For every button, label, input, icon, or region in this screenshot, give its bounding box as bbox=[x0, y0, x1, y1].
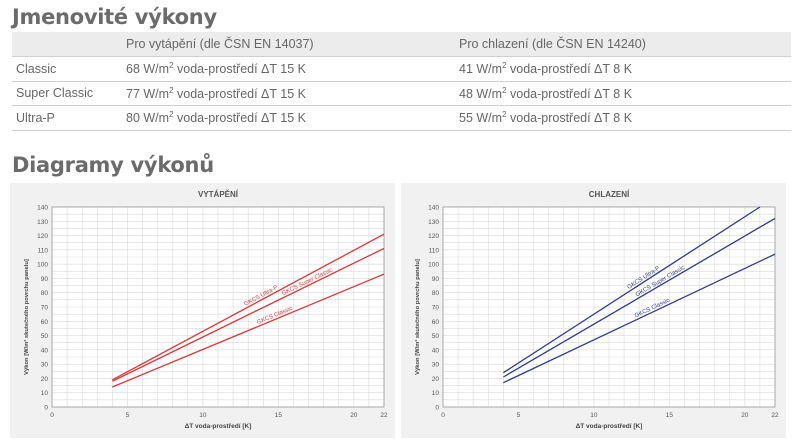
x-tick-label: 5 bbox=[126, 412, 130, 419]
y-tick-label: 60 bbox=[432, 319, 440, 326]
y-tick-label: 100 bbox=[37, 262, 48, 269]
heating-value: 68 W/m2 voda-prostředí ΔT 15 K bbox=[126, 61, 307, 77]
y-tick-label: 10 bbox=[41, 390, 49, 397]
table-header-row: Pro vytápění (dle ČSN EN 14037) Pro chla… bbox=[12, 32, 791, 57]
series-line bbox=[112, 247, 385, 382]
y-tick-label: 110 bbox=[38, 247, 49, 254]
y-tick-label: 100 bbox=[428, 262, 439, 269]
y-tick-label: 30 bbox=[41, 362, 49, 369]
x-tick-label: 22 bbox=[380, 412, 388, 419]
x-tick-label: 10 bbox=[199, 412, 207, 419]
y-axis-label: Výkon [W/m² skutečného povrchu panelu] bbox=[23, 259, 30, 375]
heating-chart: VYTÁPĚNÍ 0 10 20 30 40 50 60 70 80 90 100 110 120 130 1… bbox=[10, 183, 395, 438]
section-title-performance-diagrams: Diagramy výkonů bbox=[12, 153, 214, 177]
y-tick-label: 140 bbox=[428, 205, 439, 212]
row-name: Classic bbox=[16, 61, 57, 76]
x-tick-label: 22 bbox=[771, 412, 779, 419]
series-line bbox=[503, 206, 761, 374]
table-header-heating: Pro vytápění (dle ČSN EN 14037) bbox=[126, 37, 314, 51]
y-tick-label: 120 bbox=[37, 233, 48, 240]
plot-border bbox=[442, 206, 776, 408]
y-tick-label: 0 bbox=[435, 405, 439, 412]
cooling-value: 41 W/m2 voda-prostředí ΔT 8 K bbox=[459, 61, 633, 77]
cooling-value: 55 W/m2 voda-prostředí ΔT 8 K bbox=[459, 110, 633, 126]
nominal-output-table: Pro vytápění (dle ČSN EN 14037) Pro chla… bbox=[12, 32, 791, 131]
y-tick-label: 10 bbox=[432, 390, 440, 397]
y-tick-label: 50 bbox=[41, 333, 49, 340]
y-tick-label: 140 bbox=[37, 205, 48, 212]
series-line bbox=[112, 273, 385, 388]
y-tick-label: 130 bbox=[428, 219, 439, 226]
x-tick-label: 0 bbox=[50, 412, 54, 419]
x-tick-label: 0 bbox=[441, 412, 445, 419]
y-tick-label: 80 bbox=[432, 290, 440, 297]
cooling-chart: CHLAZENÍ 0 10 20 30 40 50 60 70 80 90 100 110 120 130 1… bbox=[401, 183, 786, 438]
x-tick-label: 15 bbox=[666, 412, 674, 419]
cooling-value: 48 W/m2 voda-prostředí ΔT 8 K bbox=[459, 85, 633, 101]
plot-border bbox=[51, 206, 385, 408]
y-tick-label: 20 bbox=[41, 376, 49, 383]
y-tick-label: 70 bbox=[41, 305, 49, 312]
table-row: Ultra-P 80 W/m2 voda-prostředí ΔT 15 K 5… bbox=[12, 106, 791, 130]
chart-title: CHLAZENÍ bbox=[589, 190, 630, 199]
y-tick-label: 130 bbox=[37, 219, 48, 226]
x-tick-label: 15 bbox=[275, 412, 283, 419]
row-name: Super Classic bbox=[16, 86, 94, 101]
x-tick-label: 20 bbox=[350, 412, 358, 419]
y-tick-label: 90 bbox=[432, 276, 440, 283]
y-tick-label: 80 bbox=[41, 290, 49, 297]
heating-chart-svg: VYTÁPĚNÍ01020304050607080901001101201301… bbox=[23, 190, 388, 430]
x-tick-label: 5 bbox=[517, 412, 521, 419]
y-tick-label: 20 bbox=[432, 376, 440, 383]
table-header-cooling: Pro chlazení (dle ČSN EN 14240) bbox=[459, 37, 646, 51]
x-tick-label: 10 bbox=[590, 412, 598, 419]
series-line bbox=[112, 233, 385, 381]
x-axis-label: ΔT voda-prostředí [K] bbox=[185, 423, 252, 430]
y-tick-label: 120 bbox=[428, 233, 439, 240]
y-tick-label: 30 bbox=[432, 362, 440, 369]
y-axis-label: Výkon [W/m² skutečného povrchu panelu] bbox=[414, 259, 421, 375]
row-name: Ultra-P bbox=[16, 110, 55, 125]
table-row: Super Classic 77 W/m2 voda-prostředí ΔT … bbox=[12, 81, 791, 106]
heating-value: 77 W/m2 voda-prostředí ΔT 15 K bbox=[126, 85, 307, 101]
chart-title: VYTÁPĚNÍ bbox=[198, 190, 239, 199]
y-tick-label: 70 bbox=[432, 305, 440, 312]
table-row: Classic 68 W/m2 voda-prostředí ΔT 15 K 4… bbox=[12, 57, 791, 81]
x-tick-label: 20 bbox=[741, 412, 749, 419]
series-line bbox=[503, 253, 776, 384]
heating-value: 80 W/m2 voda-prostředí ΔT 15 K bbox=[126, 110, 307, 126]
y-tick-label: 90 bbox=[41, 276, 49, 283]
section-title-nominal-output: Jmenovité výkony bbox=[12, 5, 217, 29]
y-tick-label: 110 bbox=[429, 247, 440, 254]
series-line bbox=[503, 217, 776, 378]
cooling-chart-svg: CHLAZENÍ01020304050607080901001101201301… bbox=[414, 190, 779, 430]
y-tick-label: 60 bbox=[41, 319, 49, 326]
y-tick-label: 40 bbox=[432, 347, 440, 354]
y-tick-label: 40 bbox=[41, 347, 49, 354]
y-tick-label: 0 bbox=[44, 405, 48, 412]
y-tick-label: 50 bbox=[432, 333, 440, 340]
x-axis-label: ΔT voda-prostředí [K] bbox=[576, 423, 643, 430]
table-header-cell bbox=[12, 32, 122, 57]
